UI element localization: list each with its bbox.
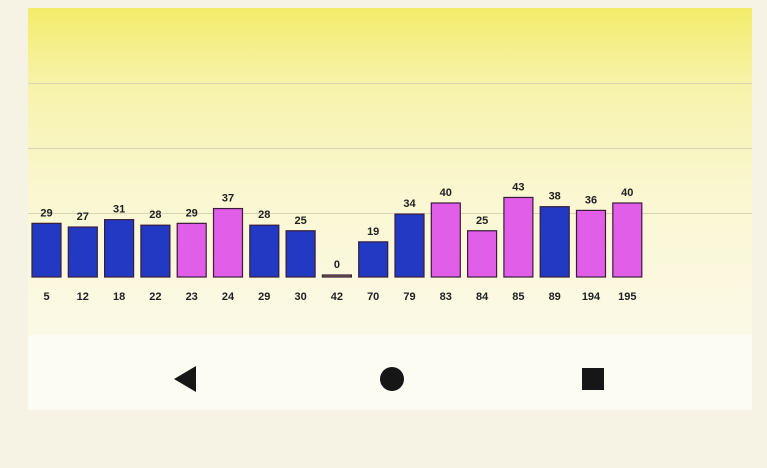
bar-29[interactable] (249, 224, 280, 278)
value-label: 40 (440, 187, 452, 199)
category-label: 84 (476, 291, 489, 303)
bar-84[interactable] (467, 230, 498, 278)
value-label: 43 (512, 181, 524, 193)
bar-5[interactable] (31, 222, 62, 278)
home-button[interactable] (378, 365, 406, 393)
category-label: 89 (549, 291, 561, 303)
value-label: 31 (113, 204, 125, 216)
bar-42[interactable] (321, 274, 352, 278)
category-label: 18 (113, 291, 125, 303)
category-label: 85 (512, 291, 524, 303)
bar-195[interactable] (612, 202, 643, 278)
category-label: 24 (222, 291, 235, 303)
back-triangle-icon (174, 366, 196, 392)
bar-24[interactable] (212, 207, 244, 278)
value-label: 0 (334, 259, 340, 271)
gridline (28, 213, 752, 214)
gridline (28, 83, 752, 84)
bar-70[interactable] (358, 241, 389, 278)
back-button[interactable] (174, 365, 202, 393)
bar-23[interactable] (176, 222, 207, 278)
gridline (28, 148, 752, 149)
value-label: 38 (549, 191, 561, 203)
value-label: 27 (77, 211, 89, 223)
value-label: 25 (476, 215, 488, 227)
value-label: 28 (149, 209, 161, 221)
value-label: 36 (585, 194, 597, 206)
category-label: 194 (582, 291, 601, 303)
recent-apps-button[interactable] (579, 365, 607, 393)
category-label: 22 (149, 291, 161, 303)
recent-apps-square-icon (582, 368, 604, 390)
bar-194[interactable] (575, 209, 607, 278)
home-circle-icon (380, 367, 404, 391)
category-label: 12 (77, 291, 89, 303)
category-label: 42 (331, 291, 343, 303)
value-label: 19 (367, 226, 379, 238)
bar-83[interactable] (430, 202, 461, 278)
value-label: 34 (403, 198, 416, 210)
category-label: 23 (186, 291, 198, 303)
bar-18[interactable] (103, 219, 135, 278)
category-label: 70 (367, 291, 379, 303)
category-label: 29 (258, 291, 270, 303)
category-label: 79 (403, 291, 415, 303)
bar-30[interactable] (285, 230, 316, 278)
android-nav-bar (28, 335, 752, 410)
bar-89[interactable] (539, 206, 570, 278)
bar-79[interactable] (394, 213, 425, 278)
value-label: 29 (40, 207, 52, 219)
value-label: 40 (621, 187, 633, 199)
value-label: 28 (258, 209, 270, 221)
category-label: 30 (294, 291, 306, 303)
value-label: 37 (222, 193, 234, 205)
category-label: 195 (618, 291, 636, 303)
bar-chart: 29 5 27 12 31 18 28 22 29 23 37 24 28 29 25 30 0 42 19 70 34… (31, 181, 643, 303)
bar-22[interactable] (140, 224, 171, 278)
bar-85[interactable] (503, 196, 534, 278)
value-label: 29 (186, 207, 198, 219)
value-label: 25 (294, 215, 306, 227)
bar-12[interactable] (67, 226, 98, 278)
category-label: 5 (43, 291, 49, 303)
category-label: 83 (440, 291, 452, 303)
